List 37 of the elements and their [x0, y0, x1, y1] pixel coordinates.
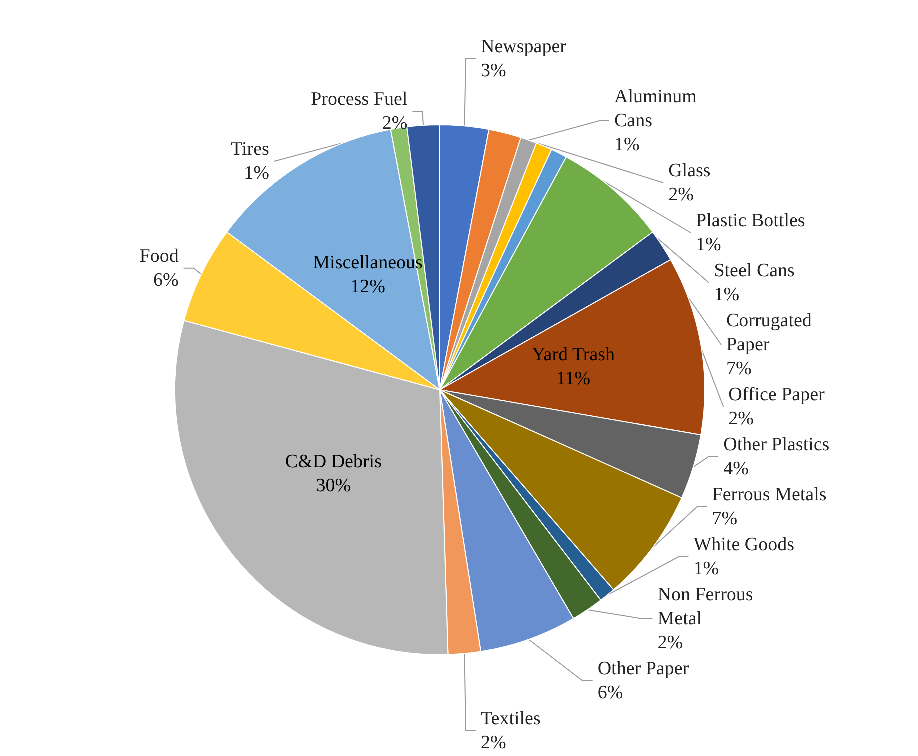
data-label: 2%: [658, 632, 684, 654]
slice-label: Plastic Bottles: [696, 210, 806, 232]
slice-label: Process Fuel: [311, 89, 408, 110]
data-label: 1%: [614, 134, 640, 156]
data-label: 7%: [712, 508, 738, 530]
data-label: 11%: [556, 368, 591, 390]
slice-label: C&D Debris: [285, 452, 382, 473]
data-label: 1%: [714, 284, 740, 306]
data-label: 1%: [696, 234, 722, 256]
slice-label: Aluminum Cans: [614, 86, 702, 132]
slice-label: Food: [140, 246, 180, 267]
data-label: 2%: [480, 732, 506, 754]
slice-label: Steel Cans: [714, 260, 795, 282]
slice-label: Office Paper: [728, 384, 826, 406]
data-label: 3%: [480, 60, 506, 82]
slice-label: Corrugated Paper: [726, 310, 817, 356]
data-label: 2%: [382, 113, 408, 134]
data-label: 2%: [668, 184, 694, 206]
slice-label: Newspaper: [480, 36, 568, 58]
data-label: 30%: [316, 476, 352, 497]
data-label: 6%: [153, 270, 179, 291]
data-label: 6%: [598, 682, 624, 704]
slice-label: Other Plastics: [724, 434, 830, 456]
slice-label: Non Ferrous Metal: [658, 584, 758, 630]
slice-label: White Goods: [694, 534, 795, 556]
data-label: 7%: [726, 358, 752, 380]
slice-label: Yard Trash: [532, 344, 616, 366]
data-label: 2%: [728, 408, 754, 430]
data-label: 1%: [244, 163, 270, 184]
slice-label: Textiles: [480, 708, 541, 730]
data-label: 1%: [694, 558, 720, 580]
data-label: 12%: [350, 276, 386, 298]
slice-label: Glass: [668, 160, 711, 182]
slice-label: Ferrous Metals: [712, 484, 827, 506]
slice-label: Other Paper: [598, 658, 690, 680]
slice-label: Tires: [231, 139, 270, 160]
data-label: 4%: [724, 458, 750, 480]
